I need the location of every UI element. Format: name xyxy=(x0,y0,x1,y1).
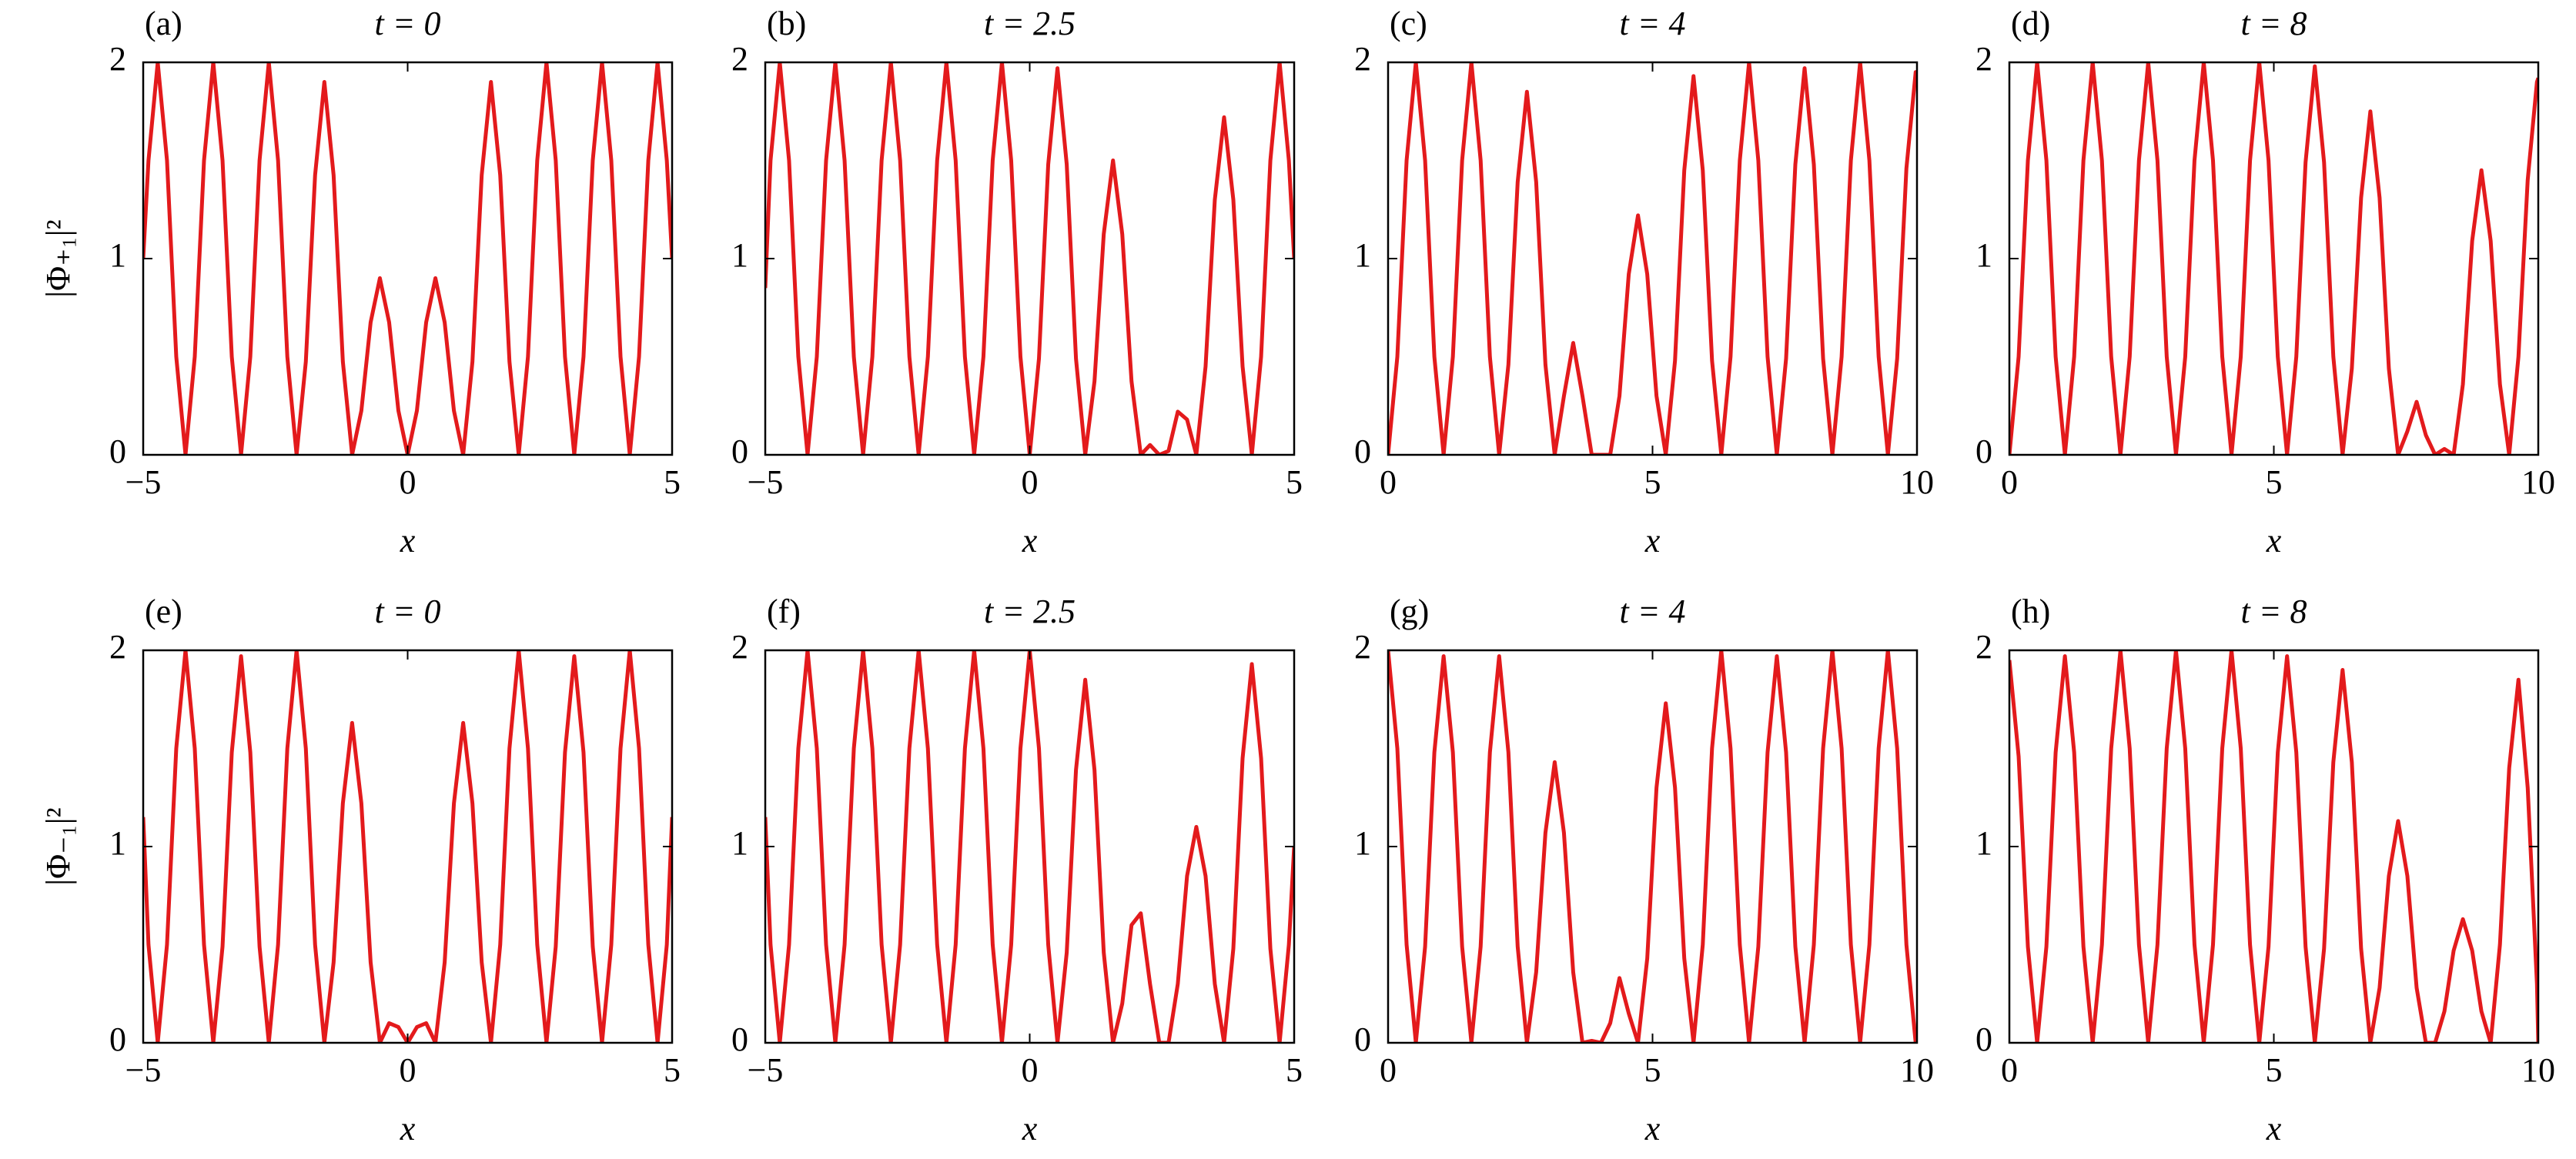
data-line xyxy=(765,650,1294,1043)
x-tick-label: 0 xyxy=(2001,1051,2018,1089)
x-tick-label: 0 xyxy=(400,463,417,501)
data-line xyxy=(765,62,1294,455)
y-tick-label: 2 xyxy=(1975,40,1992,78)
x-tick-label: −5 xyxy=(748,463,784,501)
panel-title: t = 8 xyxy=(2241,593,2307,630)
y-tick-label: 0 xyxy=(1354,433,1371,470)
panel: 0 5 10 0 1 2 (h) t = 8 x xyxy=(1975,593,2555,1147)
panel-title: t = 2.5 xyxy=(984,593,1076,630)
x-axis-label: x xyxy=(1022,1110,1038,1147)
data-line xyxy=(2009,62,2538,455)
x-tick-label: −5 xyxy=(125,1051,162,1089)
x-tick-label: −5 xyxy=(125,463,162,501)
panel-label: (c) xyxy=(1390,5,1427,42)
y-tick-label: 2 xyxy=(1354,628,1371,666)
y-tick-label: 1 xyxy=(109,236,126,274)
x-tick-label: 5 xyxy=(2266,1051,2283,1089)
x-axis-label: x xyxy=(400,522,416,559)
x-tick-label: 0 xyxy=(1380,1051,1397,1089)
y-tick-label: 0 xyxy=(1975,433,1992,470)
y-tick-label: 1 xyxy=(731,236,748,274)
data-line xyxy=(1388,62,1917,455)
x-tick-label: 10 xyxy=(2521,1051,2555,1089)
x-tick-label: 0 xyxy=(1022,1051,1039,1089)
panel: 0 5 10 0 1 2 (d) t = 8 x xyxy=(1975,5,2555,559)
x-tick-label: 0 xyxy=(2001,463,2018,501)
x-tick-label: 10 xyxy=(1900,1051,1934,1089)
panel-label: (b) xyxy=(767,5,806,42)
panel-label: (e) xyxy=(145,593,182,630)
data-line xyxy=(143,650,672,1043)
x-tick-label: 5 xyxy=(1644,1051,1661,1089)
y-tick-label: 2 xyxy=(1354,40,1371,78)
plot-frame xyxy=(142,61,674,456)
x-tick-label: 0 xyxy=(1380,463,1397,501)
y-tick-label: 0 xyxy=(109,1020,126,1058)
y-tick-label: 2 xyxy=(109,628,126,666)
y-axis-label: |Φ₊₁|² xyxy=(39,219,77,298)
panel-title: t = 0 xyxy=(375,5,441,42)
x-axis-label: x xyxy=(2266,522,2282,559)
y-tick-label: 2 xyxy=(1975,628,1992,666)
x-axis-label: x xyxy=(2266,1110,2282,1147)
x-tick-label: 5 xyxy=(1286,463,1303,501)
y-tick-label: 1 xyxy=(1354,824,1371,862)
y-tick-label: 1 xyxy=(109,824,126,862)
x-tick-label: 0 xyxy=(400,1051,417,1089)
data-line xyxy=(2009,650,2538,1043)
panel-label: (h) xyxy=(2011,593,2050,630)
y-tick-label: 1 xyxy=(1975,824,1992,862)
y-tick-label: 0 xyxy=(1975,1020,1992,1058)
y-tick-label: 1 xyxy=(1975,236,1992,274)
x-tick-label: 5 xyxy=(1286,1051,1303,1089)
panel-title: t = 4 xyxy=(1620,5,1686,42)
panel-title: t = 2.5 xyxy=(984,5,1076,42)
plot-frame xyxy=(764,61,1296,456)
y-axis-label: |Φ₋₁|² xyxy=(39,807,77,886)
x-tick-label: 5 xyxy=(2266,463,2283,501)
plot-frame xyxy=(142,649,674,1044)
panel-title: t = 4 xyxy=(1620,593,1686,630)
y-tick-label: 0 xyxy=(109,433,126,470)
x-axis-label: x xyxy=(1022,522,1038,559)
y-tick-label: 2 xyxy=(731,40,748,78)
panel-label: (d) xyxy=(2011,5,2050,42)
x-tick-label: 5 xyxy=(664,463,681,501)
y-tick-label: 2 xyxy=(109,40,126,78)
x-tick-label: −5 xyxy=(748,1051,784,1089)
x-tick-label: 5 xyxy=(664,1051,681,1089)
x-axis-label: x xyxy=(1644,1110,1661,1147)
y-tick-label: 0 xyxy=(1354,1020,1371,1058)
y-tick-label: 0 xyxy=(731,1020,748,1058)
panel-label: (g) xyxy=(1390,593,1429,630)
x-tick-label: 10 xyxy=(2521,463,2555,501)
data-line xyxy=(1388,650,1917,1043)
panel: 0 5 10 0 1 2 (g) t = 4 x xyxy=(1354,593,1934,1147)
x-axis-label: x xyxy=(1644,522,1661,559)
y-tick-label: 2 xyxy=(731,628,748,666)
panel-label: (a) xyxy=(145,5,182,42)
panel-title: t = 8 xyxy=(2241,5,2307,42)
x-tick-label: 5 xyxy=(1644,463,1661,501)
panel-title: t = 0 xyxy=(375,593,441,630)
y-tick-label: 1 xyxy=(1354,236,1371,274)
x-tick-label: 0 xyxy=(1022,463,1039,501)
y-tick-label: 1 xyxy=(731,824,748,862)
x-tick-label: 10 xyxy=(1900,463,1934,501)
data-line xyxy=(143,62,672,455)
y-tick-label: 0 xyxy=(731,433,748,470)
panel: 0 5 10 0 1 2 (c) t = 4 x xyxy=(1354,5,1934,559)
panel-label: (f) xyxy=(767,593,801,630)
x-axis-label: x xyxy=(400,1110,416,1147)
